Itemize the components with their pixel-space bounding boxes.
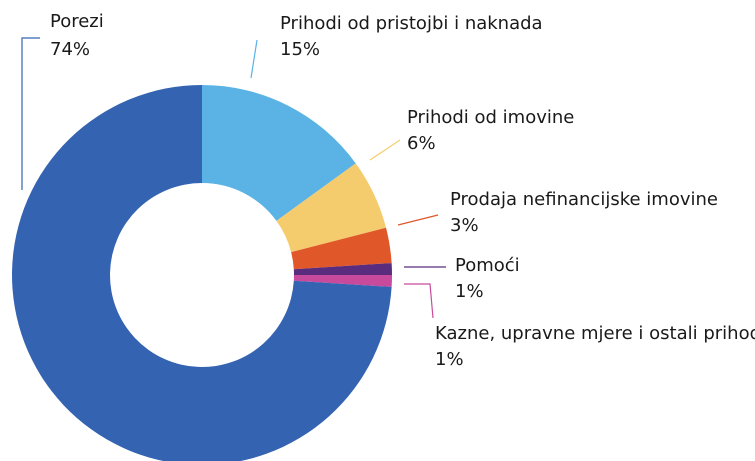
slice-value-label: 74% [50, 39, 90, 60]
slice-label: Prihodi od pristojbi i naknada [280, 13, 543, 34]
leader-line [404, 283, 434, 319]
slice-label: Pomoći [455, 255, 520, 276]
leader-line [250, 39, 258, 79]
slice-value-label: 1% [435, 349, 464, 370]
slice-label: Kazne, upravne mjere i ostali prihodi [435, 323, 755, 344]
donut-slice [293, 263, 392, 275]
donut-slice [11, 85, 392, 461]
leader-line [397, 214, 439, 226]
slice-label: Porezi [50, 11, 104, 32]
slice-value-label: 3% [450, 215, 479, 236]
donut-slice [291, 227, 392, 270]
leader-line [21, 37, 40, 190]
slice-label: Prihodi od imovine [407, 107, 574, 128]
slice-value-label: 6% [407, 133, 436, 154]
slice-value-label: 15% [280, 39, 320, 60]
donut-slice [202, 85, 356, 221]
slice-value-label: 1% [455, 281, 484, 302]
donut-slice [276, 163, 387, 253]
leader-line [369, 139, 401, 161]
donut-slice [293, 275, 392, 287]
slice-label: Prodaja nefinancijske imovine [450, 189, 718, 210]
